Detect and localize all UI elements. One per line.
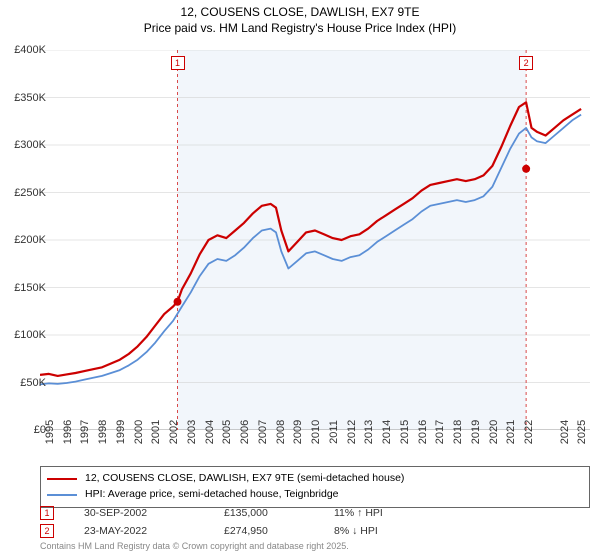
x-tick-label: 2015 — [399, 420, 411, 444]
title-block: 12, COUSENS CLOSE, DAWLISH, EX7 9TE Pric… — [0, 0, 600, 36]
y-tick-label: £100K — [14, 329, 46, 341]
x-tick-label: 2000 — [133, 420, 145, 444]
legend-swatch-2 — [47, 494, 77, 496]
y-tick-label: £400K — [14, 44, 46, 56]
y-tick-label: £50K — [20, 377, 46, 389]
legend-swatch-1 — [47, 478, 77, 480]
sales-note: 8% ↓ HPI — [334, 525, 378, 537]
y-tick-label: £150K — [14, 282, 46, 294]
legend-box: 12, COUSENS CLOSE, DAWLISH, EX7 9TE (sem… — [40, 466, 590, 508]
x-tick-label: 2016 — [417, 420, 429, 444]
x-tick-label: 2025 — [576, 420, 588, 444]
x-tick-label: 2006 — [239, 420, 251, 444]
x-tick-label: 2014 — [381, 420, 393, 444]
y-tick-label: £200K — [14, 234, 46, 246]
legend-label-2: HPI: Average price, semi-detached house,… — [85, 487, 339, 503]
x-tick-label: 2004 — [204, 420, 216, 444]
x-tick-label: 2002 — [168, 420, 180, 444]
sales-row: 2 23-MAY-2022£274,9508% ↓ HPI — [40, 522, 383, 540]
x-tick-label: 1998 — [97, 420, 109, 444]
chart-svg — [40, 50, 590, 430]
sales-date: 30-SEP-2002 — [84, 507, 224, 519]
x-tick-label: 2003 — [186, 420, 198, 444]
sales-row: 1 30-SEP-2002£135,00011% ↑ HPI — [40, 504, 383, 522]
x-tick-label: 2008 — [275, 420, 287, 444]
x-tick-label: 2018 — [452, 420, 464, 444]
x-tick-label: 1997 — [79, 420, 91, 444]
sales-date: 23-MAY-2022 — [84, 525, 224, 537]
footer-line-1: Contains HM Land Registry data © Crown c… — [40, 542, 349, 552]
chart-marker-badge: 1 — [171, 56, 185, 70]
chart-area — [40, 50, 590, 430]
sales-price: £274,950 — [224, 525, 334, 537]
x-tick-label: 2011 — [328, 420, 340, 444]
sales-badge: 2 — [40, 524, 54, 538]
y-tick-label: £300K — [14, 139, 46, 151]
x-tick-label: 1995 — [44, 420, 56, 444]
sales-price: £135,000 — [224, 507, 334, 519]
chart-marker-badge: 2 — [519, 56, 533, 70]
x-tick-label: 1996 — [62, 420, 74, 444]
x-tick-label: 2007 — [257, 420, 269, 444]
x-tick-label: 2017 — [434, 420, 446, 444]
x-tick-label: 2019 — [470, 420, 482, 444]
sales-table: 1 30-SEP-2002£135,00011% ↑ HPI 2 23-MAY-202… — [40, 504, 383, 540]
x-tick-label: 2009 — [292, 420, 304, 444]
x-tick-label: 2020 — [488, 420, 500, 444]
x-tick-label: 2001 — [150, 420, 162, 444]
footer: Contains HM Land Registry data © Crown c… — [40, 542, 349, 552]
x-tick-label: 2010 — [310, 420, 322, 444]
legend-row-1: 12, COUSENS CLOSE, DAWLISH, EX7 9TE (sem… — [47, 471, 583, 487]
x-tick-label: 2024 — [559, 420, 571, 444]
x-tick-label: 2013 — [363, 420, 375, 444]
title-address: 12, COUSENS CLOSE, DAWLISH, EX7 9TE — [0, 4, 600, 20]
chart-container: 12, COUSENS CLOSE, DAWLISH, EX7 9TE Pric… — [0, 0, 600, 560]
legend-row-2: HPI: Average price, semi-detached house,… — [47, 487, 583, 503]
y-tick-label: £350K — [14, 92, 46, 104]
sales-note: 11% ↑ HPI — [334, 507, 383, 519]
x-tick-label: 2012 — [346, 420, 358, 444]
y-tick-label: £250K — [14, 187, 46, 199]
legend-label-1: 12, COUSENS CLOSE, DAWLISH, EX7 9TE (sem… — [85, 471, 404, 487]
x-tick-label: 2022 — [523, 420, 535, 444]
x-tick-label: 2021 — [505, 420, 517, 444]
x-tick-label: 2005 — [221, 420, 233, 444]
x-tick-label: 1999 — [115, 420, 127, 444]
title-subtitle: Price paid vs. HM Land Registry's House … — [0, 20, 600, 36]
sales-badge: 1 — [40, 506, 54, 520]
